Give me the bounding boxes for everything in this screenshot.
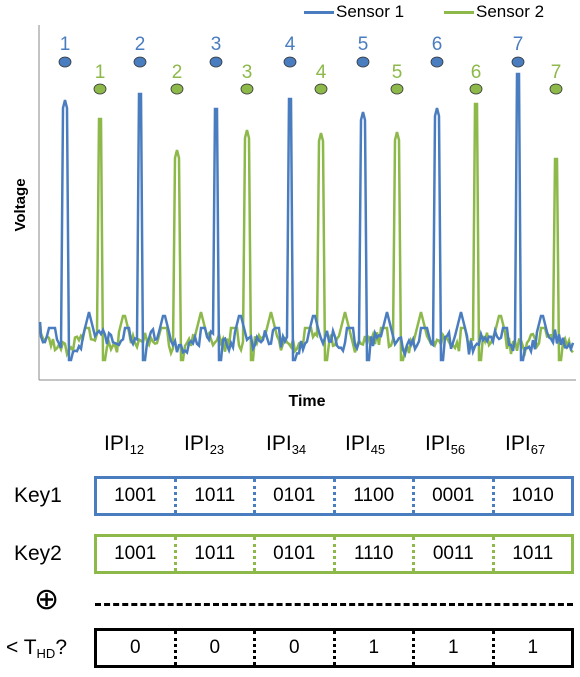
ipi-label-base: IPI	[345, 432, 371, 455]
xor-divider	[95, 603, 573, 606]
thd-cell: 1	[332, 631, 413, 665]
ipi-label: IPI45	[345, 432, 385, 457]
ipi-label: IPI67	[505, 432, 545, 457]
sensor-1-swatch	[304, 10, 334, 14]
ipi-label-base: IPI	[184, 432, 210, 455]
key1-row: 1001 1011 0101 1100 0001 1010	[94, 476, 574, 516]
thd-cell: 1	[412, 631, 492, 665]
sensor2-peak-label: 7	[551, 62, 562, 83]
sensor2-peak-marker	[549, 83, 563, 95]
y-axis-label: Voltage	[12, 178, 29, 231]
sensor2-peak-label: 1	[95, 62, 106, 83]
ipi-label: IPI34	[266, 432, 306, 457]
sensor2-peak-label: 6	[471, 62, 482, 83]
sensor2-peak-marker	[240, 83, 254, 95]
ipi-label: IPI23	[184, 432, 224, 457]
ipi-label-sub: 34	[291, 442, 307, 457]
sensor1-peak-marker	[356, 56, 370, 68]
sensor1-peak-marker	[511, 56, 525, 68]
thd-cell: 1	[491, 631, 572, 665]
ipi-label-base: IPI	[266, 432, 292, 455]
sensor2-peak-label: 5	[392, 62, 403, 83]
ipi-label: IPI12	[104, 432, 144, 457]
key1-label: Key1	[14, 484, 62, 507]
key1-cell: 1010	[491, 479, 572, 513]
ipi-label-base: IPI	[104, 432, 130, 455]
ipi-label-base: IPI	[505, 432, 531, 455]
legend-sensor-2-label: Sensor 2	[476, 2, 545, 21]
thd-cell: 0	[173, 631, 254, 665]
sensor1-peak-marker	[283, 56, 297, 68]
sensor2-peak-marker	[469, 83, 483, 95]
sensor1-peak-label: 4	[285, 34, 296, 55]
sensor2-peak-marker	[93, 83, 107, 95]
key2-cell: 1011	[491, 537, 572, 571]
sensor2-peak-marker	[314, 83, 328, 95]
xor-symbol: ⊕	[34, 583, 60, 616]
sensor2-peak-label: 2	[172, 62, 183, 83]
ipi-label-sub: 12	[129, 442, 145, 457]
key2-cell: 0011	[412, 537, 492, 571]
key1-cell: 1100	[332, 479, 413, 513]
key1-cell: 0101	[253, 479, 333, 513]
key2-cell: 1110	[332, 537, 413, 571]
thd-cell: 0	[253, 631, 333, 665]
legend-sensor-1-label: Sensor 1	[336, 2, 405, 21]
sensor1-peak-label: 7	[513, 34, 524, 55]
x-axis-label: Time	[288, 393, 325, 410]
sensor1-peak-marker	[133, 56, 147, 68]
sensor2-peak-marker	[390, 83, 404, 95]
key2-row: 1001 1011 0101 1110 0011 1011	[94, 534, 574, 574]
ipi-label-sub: 23	[209, 442, 225, 457]
sensor-2-swatch	[444, 10, 474, 14]
sensor1-peak-label: 5	[358, 34, 369, 55]
threshold-suffix: ?	[55, 636, 68, 659]
key1-cell: 0001	[412, 479, 492, 513]
sensor1-peak-marker	[430, 56, 444, 68]
sensor1-peak-label: 3	[211, 34, 222, 55]
legend-sensor-2: Sensor 2	[444, 2, 544, 22]
ipi-label-sub: 45	[370, 442, 386, 457]
sensor1-peak-marker	[209, 56, 223, 68]
key1-cell: 1011	[173, 479, 254, 513]
key2-cell: 0101	[253, 537, 333, 571]
ipi-label: IPI56	[425, 432, 465, 457]
sensor1-peak-label: 1	[60, 34, 71, 55]
legend-sensor-1: Sensor 1	[304, 2, 404, 22]
sensor1-peak-label: 6	[432, 34, 443, 55]
ipi-label-sub: 56	[450, 442, 466, 457]
ipi-label-sub: 67	[530, 442, 546, 457]
threshold-label: < THD?	[6, 636, 67, 661]
ipi-label-base: IPI	[425, 432, 451, 455]
threshold-sub: HD	[36, 646, 56, 661]
sensor1-peak-label: 2	[135, 34, 146, 55]
key2-cell: 1001	[114, 543, 157, 564]
threshold-prefix: < T	[6, 636, 37, 659]
sensor2-peak-label: 3	[242, 62, 253, 83]
key2-cell: 1011	[173, 537, 254, 571]
ecg-signal-chart: 1 2 3 4 5 6 7 1 2 3 4 5 6 7 Voltage Time	[12, 25, 576, 410]
sensor-1-trace	[38, 72, 575, 362]
key2-label: Key2	[14, 542, 62, 565]
key1-cell: 1001	[114, 485, 157, 506]
thd-cell: 0	[129, 637, 141, 658]
sensor2-peak-label: 4	[316, 62, 327, 83]
sensor-2-trace	[38, 102, 574, 362]
sensor2-peak-marker	[170, 83, 184, 95]
sensor1-peak-marker	[58, 56, 72, 68]
